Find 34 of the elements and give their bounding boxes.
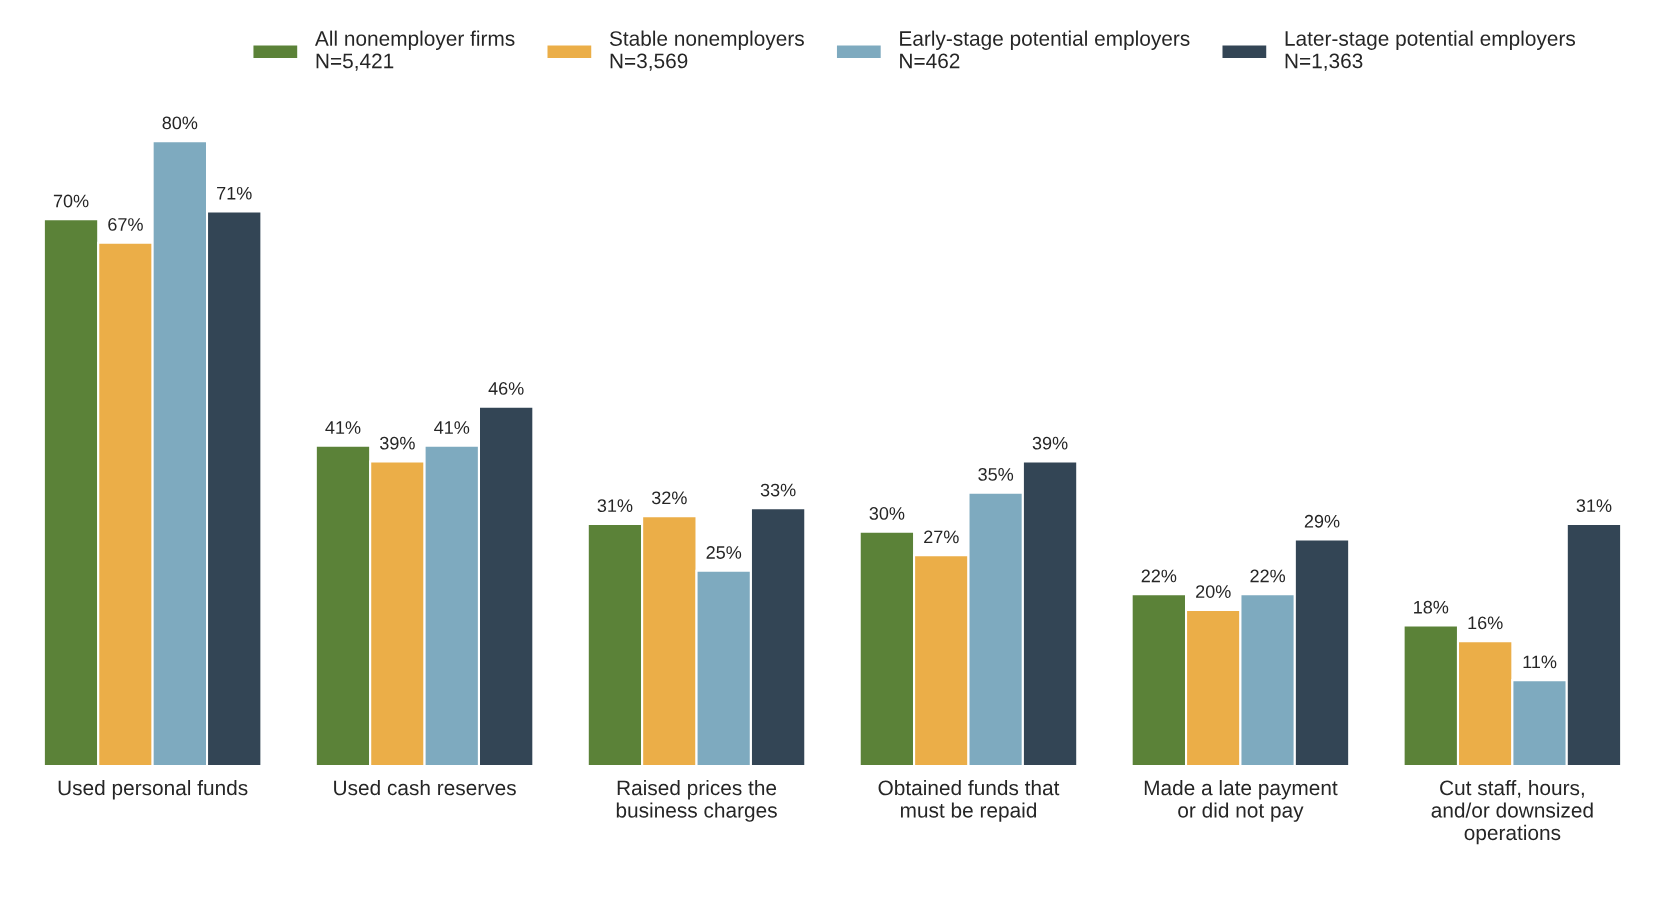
- legend-label: All nonemployer firms N=5,421: [314, 30, 515, 71]
- data-label: 33%: [760, 483, 796, 497]
- data-label: 46%: [488, 382, 524, 395]
- data-label: 32%: [651, 491, 687, 505]
- data-label: 18%: [1414, 600, 1449, 614]
- x-tick-label: Obtained funds that must be repaid: [878, 779, 1060, 822]
- data-label: 71%: [217, 186, 252, 200]
- data-label: 31%: [1576, 499, 1612, 513]
- data-label: 29%: [1304, 514, 1340, 528]
- data-label: 41%: [325, 421, 361, 434]
- data-label: 20%: [1196, 585, 1231, 598]
- data-label: 22%: [1250, 569, 1286, 583]
- data-label: 35%: [978, 468, 1014, 481]
- data-label: 16%: [1468, 616, 1503, 630]
- legend-label: Later-stage potential employers N=1,363: [1285, 30, 1576, 71]
- data-label: 80%: [162, 116, 198, 130]
- data-label: 25%: [706, 546, 742, 559]
- x-tick-label: Cut staff, hours, and/or downsized operations: [1431, 779, 1593, 845]
- data-label: 70%: [53, 194, 89, 208]
- data-label: 27%: [924, 530, 959, 544]
- x-tick-label: Raised prices the business charges: [616, 779, 777, 822]
- x-tick-label: Made a late payment or did not pay: [1144, 779, 1338, 822]
- data-label: 11%: [1523, 655, 1557, 669]
- data-label: 30%: [869, 507, 905, 520]
- data-label: 41%: [434, 421, 470, 434]
- legend-label: Stable nonemployers N=3,569: [609, 30, 804, 71]
- x-tick-label: Used personal funds: [58, 779, 248, 800]
- data-label: 67%: [108, 218, 143, 231]
- data-label: 39%: [380, 436, 415, 450]
- data-label: 22%: [1141, 569, 1177, 583]
- x-tick-label: Used cash reserves: [334, 779, 516, 796]
- data-label: 39%: [1032, 436, 1068, 450]
- data-label: 31%: [597, 499, 633, 513]
- legend-label: Early-stage potential employers N=462: [900, 30, 1190, 69]
